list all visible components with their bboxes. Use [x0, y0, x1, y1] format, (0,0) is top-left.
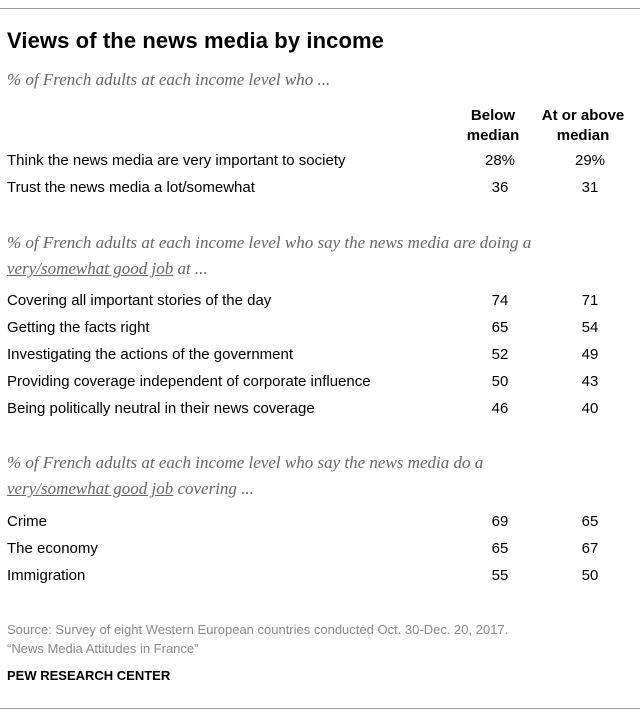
section-2-subtitle: % of French adults at each income level …	[7, 230, 637, 282]
table-row: Covering all important stories of the da…	[7, 292, 627, 314]
table-row: Being politically neutral in their news …	[7, 400, 627, 422]
row-label: The economy	[7, 540, 98, 557]
row-label: Trust the news media a lot/somewhat	[7, 179, 255, 196]
table-row: Immigration 55 50	[7, 567, 627, 589]
value-above-median: 50	[581, 567, 599, 584]
value-above-median: 54	[581, 319, 599, 336]
value-above-median: 71	[581, 292, 599, 309]
value-below-median: 50	[491, 373, 509, 390]
section-2-subtitle-underline: very/somewhat good job	[7, 259, 174, 278]
table-row: Trust the news media a lot/somewhat 36 3…	[7, 179, 627, 201]
table-row: Getting the facts right 65 54	[7, 319, 627, 341]
table-row: The economy 65 67	[7, 540, 627, 562]
section-1-subtitle: % of French adults at each income level …	[7, 67, 637, 93]
value-above-median: 67	[581, 540, 599, 557]
value-below-median: 28%	[484, 152, 516, 169]
section-2-subtitle-tail: at ...	[173, 259, 208, 278]
section-1-subtitle-text: % of French adults at each income level …	[7, 70, 331, 89]
table-row: Crime 69 65	[7, 513, 627, 535]
value-above-median: 40	[581, 400, 599, 417]
column-header-below-line1: Below	[470, 107, 516, 124]
value-below-median: 65	[491, 540, 509, 557]
column-header-above-median: At or above median	[523, 106, 640, 146]
row-label: Providing coverage independent of corpor…	[7, 373, 371, 390]
top-rule	[0, 8, 640, 9]
column-header-below-line2: median	[466, 127, 520, 144]
value-below-median: 52	[491, 346, 509, 363]
row-label: Crime	[7, 513, 47, 530]
value-above-median: 31	[581, 179, 599, 196]
section-3-subtitle: % of French adults at each income level …	[7, 450, 637, 502]
value-below-median: 69	[491, 513, 509, 530]
row-label: Immigration	[7, 567, 86, 584]
source-line-1: Source: Survey of eight Western European…	[7, 622, 509, 637]
table-row: Providing coverage independent of corpor…	[7, 373, 627, 395]
value-below-median: 46	[491, 400, 509, 417]
row-label: Investigating the actions of the governm…	[7, 346, 294, 363]
column-header-above-line1: At or above	[541, 107, 625, 124]
row-label: Getting the facts right	[7, 319, 150, 336]
table-row: Investigating the actions of the governm…	[7, 346, 627, 368]
column-header-above-line2: median	[556, 127, 610, 144]
value-above-median: 65	[581, 513, 599, 530]
column-header-below-median: Below median	[433, 106, 553, 146]
value-below-median: 74	[491, 292, 509, 309]
value-below-median: 55	[491, 567, 509, 584]
value-above-median: 29%	[574, 152, 606, 169]
section-3-subtitle-underline: very/somewhat good job	[7, 479, 174, 498]
row-label: Being politically neutral in their news …	[7, 400, 315, 417]
section-3-subtitle-text: % of French adults at each income level …	[7, 453, 484, 472]
value-below-median: 65	[491, 319, 509, 336]
table-row: Think the news media are very important …	[7, 152, 627, 174]
value-above-median: 49	[581, 346, 599, 363]
source-note: Source: Survey of eight Western European…	[7, 620, 508, 658]
row-label: Covering all important stories of the da…	[7, 292, 272, 309]
section-3-subtitle-tail: covering ...	[173, 479, 254, 498]
row-label: Think the news media are very important …	[7, 152, 346, 169]
source-line-2: “News Media Attitudes in France”	[7, 641, 199, 656]
section-2-subtitle-text: % of French adults at each income level …	[7, 233, 532, 252]
credit-label: PEW RESEARCH CENTER	[7, 668, 171, 683]
chart-title: Views of the news media by income	[7, 28, 385, 53]
value-below-median: 36	[491, 179, 509, 196]
value-above-median: 43	[581, 373, 599, 390]
bottom-rule	[0, 708, 640, 709]
